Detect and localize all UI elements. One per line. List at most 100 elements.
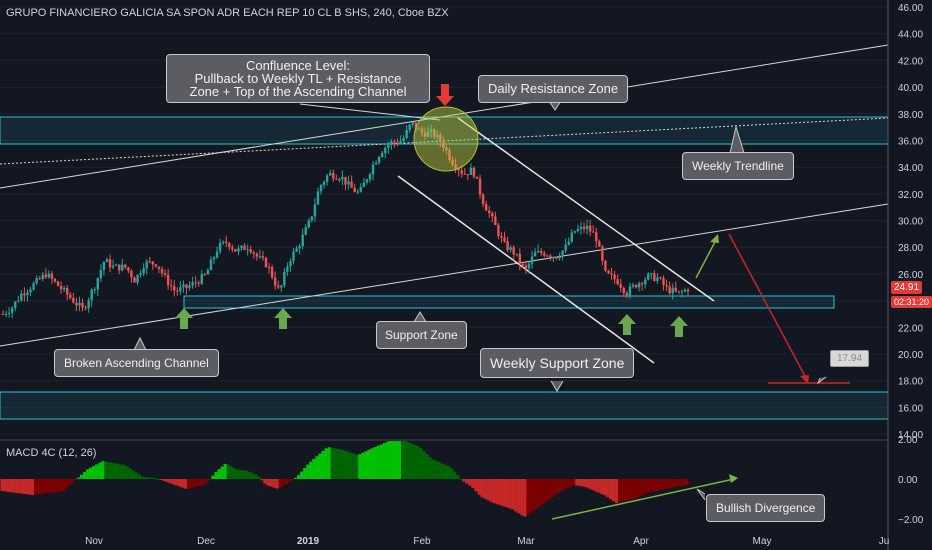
macd-bar [113,463,117,479]
macd-bar [205,479,209,483]
candle-body [393,141,396,143]
candle-body [598,241,601,247]
macd-bar [483,479,487,499]
macd-bar [547,479,551,500]
candle-body [396,142,399,144]
macd-bar [685,479,689,485]
candle-body [402,138,405,142]
candle-body [662,278,665,286]
macd-bar [605,479,610,498]
macd-bar [373,447,377,479]
macd-bar [352,453,356,479]
macd-bar [627,479,631,501]
candle-body [442,141,445,148]
candle-body [387,144,390,148]
candle-body [619,284,622,288]
last-price-tag: 24.91 [891,281,923,294]
candle-body [643,279,647,285]
candle-body [209,259,213,271]
macd-bar [358,454,362,479]
candle-body [179,287,182,292]
candle-body [96,278,99,290]
macd-bar [64,479,68,489]
candle-body [503,237,506,242]
candle-body [365,179,369,183]
candle-body [555,257,558,259]
macd-bar [639,479,643,496]
support-zone [183,295,835,309]
price-tick-label: 18.00 [898,377,923,388]
candle-body [286,266,289,272]
candle-body [674,287,677,292]
price-tick-label: 26.00 [898,270,923,281]
macd-bar [186,479,191,489]
arrows [175,84,850,520]
macd-bar [431,459,435,479]
macd-bar [226,464,230,479]
candle-body [466,174,470,176]
candle-body [316,191,320,205]
macd-bar [92,466,96,479]
macd-bar [82,472,87,479]
candle-body [521,263,525,266]
candle-body [374,162,378,165]
macd-bar [456,475,460,479]
price-tick-label: 44.00 [898,30,923,41]
macd-bar [550,479,555,497]
candle-body [261,256,265,258]
price-axis[interactable]: 14.0016.0018.0020.0022.0024.0026.0028.00… [898,3,923,441]
macd-bar [636,479,640,498]
macd-bar [73,479,77,481]
candle-body [218,242,222,252]
candle-body [570,232,573,242]
macd-bar [27,479,32,495]
macd-bar [3,479,7,492]
macd-bar [486,479,490,501]
macd-bar [245,470,249,479]
candle-body [292,251,295,261]
price-tick-label: 40.00 [898,83,923,94]
macd-bar [489,479,493,502]
candle-body [561,250,564,257]
chart-title: GRUPO FINANCIERO GALICIA SA SPON ADR EAC… [6,7,449,19]
candle-body [163,273,167,275]
macd-bar [278,479,282,488]
price-tick-label: 16.00 [898,403,923,414]
time-axis[interactable]: Nov Dec 2019 Feb Mar Apr May Ju [85,536,889,547]
candle-body [414,122,418,130]
candle-body [295,248,298,252]
macd-bar [174,479,178,486]
macd-bar [0,479,4,491]
macd-bar [306,464,310,479]
candle-body [160,268,164,274]
candle-body [610,273,613,275]
candle-body [625,292,629,296]
candle-body [264,257,268,267]
macd-bar [55,479,59,492]
candle-body [139,273,142,275]
macd-bar [150,477,154,479]
candle-body [640,283,644,285]
candle-body [491,213,494,217]
macd-bar [391,440,396,479]
macd-bar [98,462,102,479]
candle-body [481,194,485,205]
macd-bar [116,463,120,479]
candle-body [659,277,662,279]
macd-bar [321,450,325,479]
candle-body [588,225,592,232]
candle-body [436,134,439,138]
macd-bar [520,479,524,516]
candle-body [185,284,188,288]
macd-bar [241,470,246,479]
macd-bar [673,479,677,488]
candle-body [4,313,8,315]
macd-axis[interactable]: 2.00 0.00 −2.00 [898,435,924,526]
candle-body [524,265,528,269]
candle-body [601,246,604,261]
macd-bar [440,463,444,479]
macd-bar [355,454,359,479]
candle-body [111,265,115,268]
macd-bar [349,452,353,479]
